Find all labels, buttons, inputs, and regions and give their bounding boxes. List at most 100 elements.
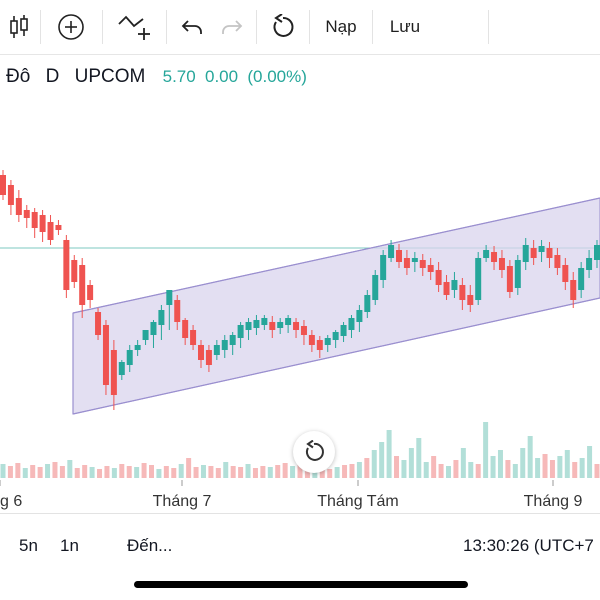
volume-bar [15,463,21,478]
volume-bar [431,456,437,478]
candle [538,240,545,262]
symbol-interval[interactable]: D [45,66,60,87]
candle [419,254,426,276]
candle [554,248,561,275]
volume-bar [119,464,125,478]
add-symbol-button[interactable] [48,0,94,54]
volume-bar [171,468,177,478]
volume-bar [319,466,325,478]
volume-bar [446,466,451,478]
volume-bar [52,462,58,478]
chart-type-button[interactable] [0,0,38,54]
volume-bar [252,468,258,478]
volume-bar [579,458,585,478]
volume-bar [497,450,503,478]
candle [221,335,228,358]
volume-bar [156,469,162,478]
candle [340,322,347,342]
clock-timezone[interactable]: 13:30:26 (UTC+7 [463,536,594,555]
volume-bar [453,460,459,478]
redo-button[interactable] [214,0,250,54]
candle [372,270,379,305]
symbol-legend: Đô D UPCOM 5.70 0.00 (0.00%) [6,66,307,88]
candle [467,285,474,312]
candle [237,322,244,348]
volume-bar [104,466,110,478]
candle [55,220,62,235]
range-5y-button[interactable]: 5n [19,536,38,555]
candle [182,318,189,345]
refresh-icon [273,14,294,37]
volume-bar [587,446,593,478]
candle [150,320,157,348]
candle [174,295,181,330]
goto-date-button[interactable]: Đến... [127,536,173,555]
candle [87,280,94,308]
candle [578,262,585,298]
undo-button[interactable] [174,0,210,54]
candle [380,250,387,288]
candle [506,260,513,298]
range-1y-button[interactable]: 1n [60,536,79,555]
volume-bar [267,467,273,478]
candle [388,240,395,262]
candle [31,208,38,238]
load-layout-button[interactable]: Nạp [325,17,357,36]
candle [39,210,46,242]
last-price: 5.70 [162,67,196,86]
x-tick-label: Tháng 9 [524,493,583,510]
plus-circle-icon [58,14,84,40]
volume-bar [178,464,184,478]
reset-chart-button[interactable] [293,431,335,473]
price-chart[interactable]: g 6 Tháng 7 Tháng Tám Tháng 9 [0,54,600,514]
volume-bar [37,467,43,478]
volume-bar [520,448,526,478]
candle [300,320,307,345]
candle [229,332,236,355]
volume-bar [364,458,370,478]
volume-bar [572,462,578,478]
volume-bar [282,463,288,478]
candle [269,316,276,338]
volume-bar [74,468,80,478]
volume-bar [22,468,28,478]
channel-lower-line [72,297,600,415]
refresh-button[interactable] [264,0,302,54]
candlestick-icon [10,15,28,38]
candle [332,330,339,348]
candle [316,336,323,358]
bottom-bar: 5n 1n Đến... 13:30:26 (UTC+7 [0,526,600,566]
volume-bar [394,456,400,478]
candle [403,250,410,275]
volume-bar [342,465,348,478]
volume-bar [200,465,206,478]
indicators-button[interactable] [110,0,160,54]
candle [7,180,14,215]
save-layout-button[interactable]: Lưu [389,17,421,36]
candle [285,315,292,333]
reset-chart-icon [305,440,324,461]
candle [79,258,86,318]
volume-bar [67,460,73,478]
candle [126,345,133,372]
volume-bar [327,469,333,478]
candle [498,250,505,278]
candle [110,340,117,410]
candle [514,255,521,295]
volume-bar [564,450,570,478]
candle [594,240,600,268]
volume-bar [238,467,244,478]
candle [364,290,371,318]
candle [491,246,498,270]
parallel-channel [72,197,600,415]
candle [71,255,78,288]
volume-bar [371,450,377,478]
volume-bar [423,462,429,478]
volume-bar [386,430,392,478]
volume-bar [290,466,296,478]
candle [522,238,529,270]
time-axis-labels: g 6 Tháng 7 Tháng Tám Tháng 9 [0,480,582,510]
volume-bar [141,463,147,478]
symbol-name[interactable]: Đô [6,66,31,87]
volume-bar [208,466,214,478]
